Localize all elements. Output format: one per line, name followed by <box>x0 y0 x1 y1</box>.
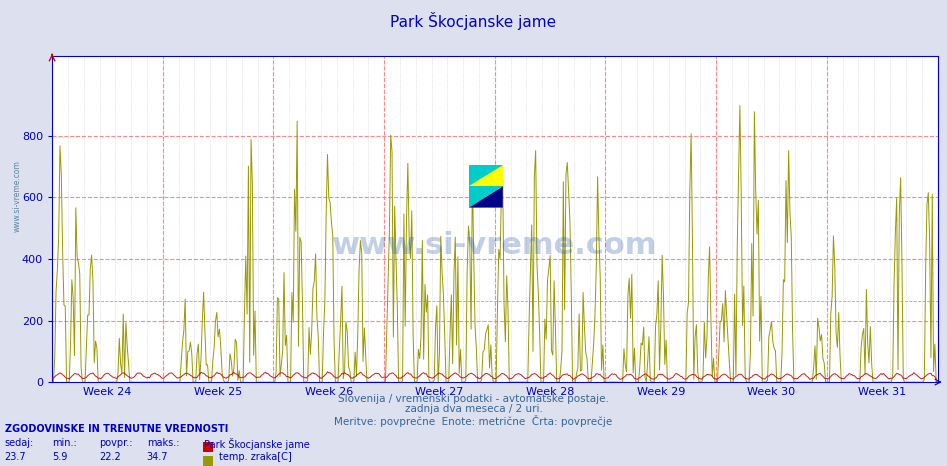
Text: temp. zraka[C]: temp. zraka[C] <box>219 452 292 462</box>
Text: 34.7: 34.7 <box>147 452 169 462</box>
Text: www.si-vreme.com: www.si-vreme.com <box>12 160 22 232</box>
Text: povpr.:: povpr.: <box>99 438 133 448</box>
Text: maks.:: maks.: <box>147 438 179 448</box>
Text: Park Škocjanske jame: Park Škocjanske jame <box>390 12 557 30</box>
Text: Park Škocjanske jame: Park Škocjanske jame <box>204 438 310 450</box>
Text: ZGODOVINSKE IN TRENUTNE VREDNOSTI: ZGODOVINSKE IN TRENUTNE VREDNOSTI <box>5 424 228 434</box>
Text: www.si-vreme.com: www.si-vreme.com <box>332 231 657 260</box>
Text: 5.9: 5.9 <box>52 452 67 462</box>
Text: zadnja dva meseca / 2 uri.: zadnja dva meseca / 2 uri. <box>404 404 543 414</box>
Text: sedaj:: sedaj: <box>5 438 34 448</box>
Text: min.:: min.: <box>52 438 77 448</box>
Text: Meritve: povprečne  Enote: metrične  Črta: povprečje: Meritve: povprečne Enote: metrične Črta:… <box>334 415 613 427</box>
Text: 22.2: 22.2 <box>99 452 121 462</box>
Text: Slovenija / vremenski podatki - avtomatske postaje.: Slovenija / vremenski podatki - avtomats… <box>338 394 609 404</box>
Text: 23.7: 23.7 <box>5 452 27 462</box>
